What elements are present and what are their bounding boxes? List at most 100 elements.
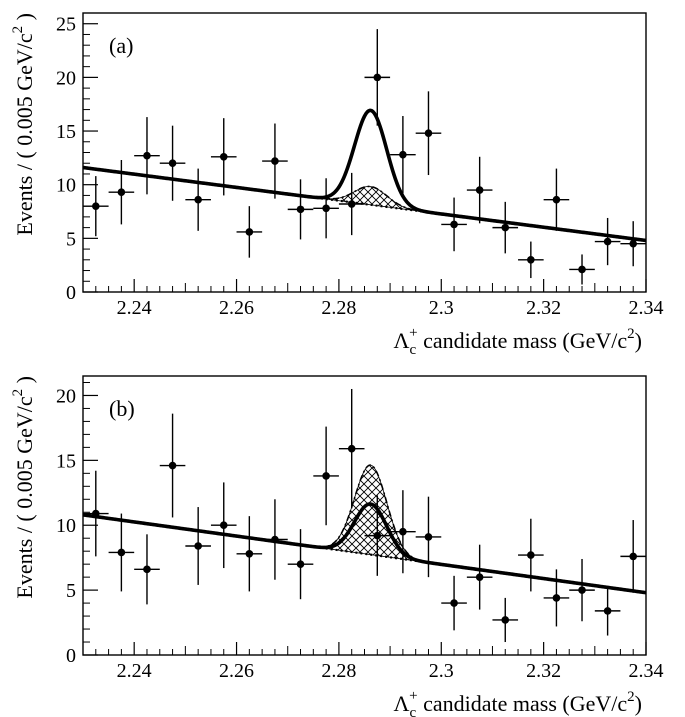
data-point <box>236 206 263 258</box>
x-tick-label: 2.32 <box>526 660 561 682</box>
data-point <box>492 597 519 643</box>
data-marker <box>296 205 305 214</box>
x-tick-label: 2.24 <box>117 660 152 682</box>
data-marker <box>629 552 638 561</box>
data-marker <box>501 223 510 232</box>
total-fit-curve <box>82 108 647 243</box>
data-marker <box>552 195 561 204</box>
panel-b-xlabel: Λc+ candidate mass (GeV/c2) <box>394 688 642 717</box>
data-marker <box>143 565 151 574</box>
panel-a-xlabel: Λc+ candidate mass (GeV/c2) <box>394 325 642 358</box>
data-point <box>210 118 237 196</box>
data-point <box>313 178 339 239</box>
panel-a-data-points <box>83 29 646 285</box>
data-point <box>287 179 314 240</box>
data-marker <box>194 542 202 550</box>
data-point <box>262 123 288 199</box>
data-point <box>134 534 160 605</box>
y-axis-label: Events / ( 0.005 GeV/c2 ) <box>10 13 37 236</box>
data-marker <box>552 594 561 602</box>
data-point <box>569 254 595 285</box>
data-point <box>466 544 493 610</box>
data-marker <box>347 200 356 208</box>
data-marker <box>168 159 177 168</box>
data-marker <box>629 239 638 248</box>
y-tick-label: 5 <box>66 580 76 602</box>
y-tick-label: 0 <box>66 282 76 304</box>
data-point <box>390 490 416 574</box>
data-point <box>236 516 263 592</box>
data-marker <box>219 152 228 161</box>
data-point <box>415 496 442 578</box>
data-point <box>441 575 467 631</box>
panel-b-total-fit <box>82 502 647 595</box>
data-marker <box>91 202 100 210</box>
y-tick-label: 20 <box>56 67 76 89</box>
data-marker <box>603 607 612 615</box>
data-marker <box>527 551 535 559</box>
data-marker <box>347 444 356 453</box>
data-marker <box>578 586 586 594</box>
data-point <box>569 558 595 622</box>
y-tick-label: 15 <box>56 121 76 143</box>
y-tick-label: 25 <box>56 14 76 36</box>
data-point <box>108 160 135 225</box>
data-marker <box>475 573 484 581</box>
data-point <box>518 518 544 592</box>
data-point <box>415 91 442 176</box>
data-marker <box>450 220 458 229</box>
data-marker <box>373 73 382 82</box>
data-marker <box>450 599 458 607</box>
data-marker <box>424 129 433 137</box>
data-marker <box>603 237 612 246</box>
data-point <box>185 168 211 231</box>
data-marker <box>245 228 254 236</box>
data-marker <box>271 535 279 544</box>
data-point <box>338 172 365 236</box>
plot-frame <box>82 12 647 293</box>
data-marker <box>322 472 330 480</box>
data-marker <box>475 186 484 194</box>
data-point <box>108 513 135 592</box>
data-point <box>159 413 186 518</box>
data-point <box>364 29 391 126</box>
data-marker <box>578 265 586 274</box>
data-marker <box>117 188 126 197</box>
data-marker <box>424 533 433 541</box>
data-point <box>83 176 109 237</box>
data-marker <box>271 157 279 165</box>
data-marker <box>296 560 305 568</box>
data-point <box>466 156 493 224</box>
x-tick-label: 2.3 <box>429 297 454 319</box>
x-tick-label: 2.26 <box>219 660 254 682</box>
data-point <box>338 388 365 509</box>
panel-a-label: (a) <box>109 33 133 58</box>
panel-b-label: (b) <box>109 396 135 421</box>
data-point <box>262 499 288 580</box>
data-marker <box>245 549 254 558</box>
data-point <box>390 116 416 194</box>
data-point <box>287 529 314 600</box>
y-axis-label: Events / ( 0.005 GeV/c2 ) <box>10 376 37 599</box>
panel-a-axes: 2.24 2.26 2.28 2.3 2.32 2.34 0 5 10 15 20 25 <box>56 12 664 319</box>
panel-a-total-fit <box>82 108 647 243</box>
data-point <box>210 482 237 569</box>
y-tick-label: 5 <box>66 228 76 250</box>
data-point <box>159 125 186 201</box>
y-tick-label: 10 <box>56 175 76 197</box>
panel-a: 2.24 2.26 2.28 2.3 2.32 2.34 0 5 10 15 20 25 (a) Λc… <box>10 12 664 358</box>
data-point <box>185 507 211 585</box>
x-tick-label: 2.28 <box>321 297 356 319</box>
data-marker <box>143 151 151 160</box>
x-tick-label: 2.26 <box>219 297 254 319</box>
data-marker <box>399 150 407 159</box>
x-tick-label: 2.34 <box>629 660 664 682</box>
data-marker <box>322 204 330 213</box>
data-marker <box>399 527 407 536</box>
x-axis-label: Λc+ candidate mass (GeV/c2) <box>394 325 642 358</box>
panel-b: 2.24 2.26 2.28 2.3 2.32 2.34 0 5 10 15 20 (b) Λc+ … <box>10 375 664 717</box>
y-tick-label: 20 <box>56 385 76 407</box>
data-point <box>543 168 570 231</box>
data-point <box>441 197 467 252</box>
